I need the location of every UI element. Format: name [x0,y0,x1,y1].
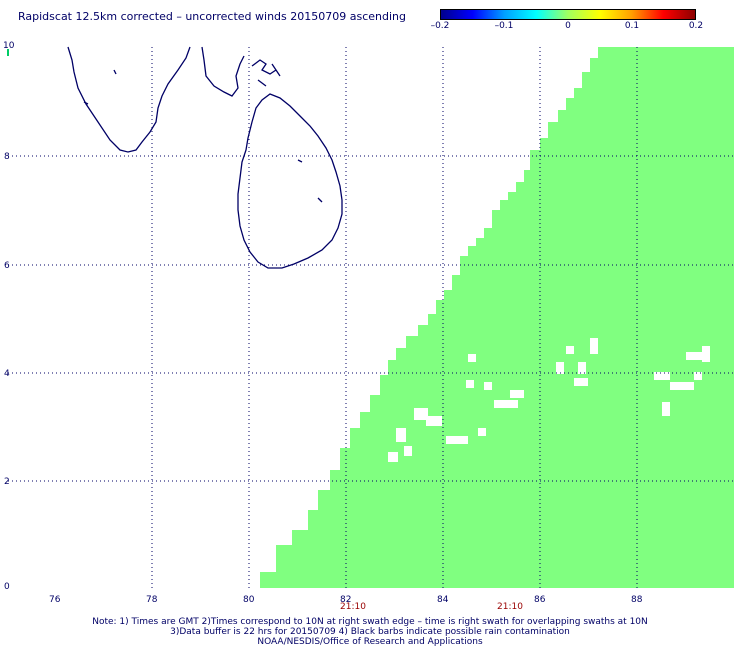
note-line: 3)Data buffer is 22 hrs for 20150709 4) … [170,627,570,637]
lat-tick-label: 8 [4,152,10,162]
swath-time-label: 21:10 [497,602,523,610]
swath-coverage [260,47,734,588]
palk-strait-islands [251,59,281,87]
lat-tick-label: 4 [4,369,10,379]
colorbar-tick-label: –0.1 [494,21,514,31]
lon-tick-label: 76 [49,595,61,605]
note-line: NOAA/NESDIS/Office of Research and Appli… [257,637,483,647]
graticule [8,47,734,588]
note-line: Note: 1) Times are GMT 2)Times correspon… [92,617,648,627]
lon-tick-label: 82 [340,595,351,605]
longitude-labels: 76 78 80 82 84 86 88 [49,595,643,605]
swath-area [260,47,734,588]
india-coastline [67,46,191,153]
lat-tick-label: 10 [3,41,15,51]
lat-tick-label: 0 [4,582,10,592]
map-plot: 0 2 4 6 8 10 76 78 80 82 84 86 88 21:10 … [3,41,734,610]
colorbar-tick-label: 0.1 [624,21,640,31]
rain-flag-gaps [388,338,710,462]
lon-tick-label: 88 [631,595,643,605]
colorbar-tick-label: –0.2 [430,21,450,31]
small-island [297,159,303,163]
lon-tick-label: 78 [146,595,158,605]
colorbar-tick-label: 0 [565,21,571,31]
lat-tick-label: 6 [4,261,10,271]
lon-tick-label: 86 [534,595,546,605]
colorbar-tick-label: 0.2 [688,21,704,31]
small-island [83,101,89,105]
lon-tick-label: 80 [243,595,255,605]
chart-title: Rapidscat 12.5km corrected – uncorrected… [18,10,407,23]
lat-tick-label: 2 [4,477,10,487]
small-island [113,69,117,75]
coastline [67,46,343,269]
lon-tick-label: 84 [437,595,449,605]
india-coastline-east [201,46,245,97]
latitude-labels: 0 2 4 6 8 10 [3,41,15,592]
sri-lanka-coastline [237,93,343,269]
small-island [317,197,323,203]
swath-time-label: 21:10 [340,602,366,610]
footer-notes: Note: 1) Times are GMT 2)Times correspon… [0,617,740,647]
colorbar [440,9,696,20]
